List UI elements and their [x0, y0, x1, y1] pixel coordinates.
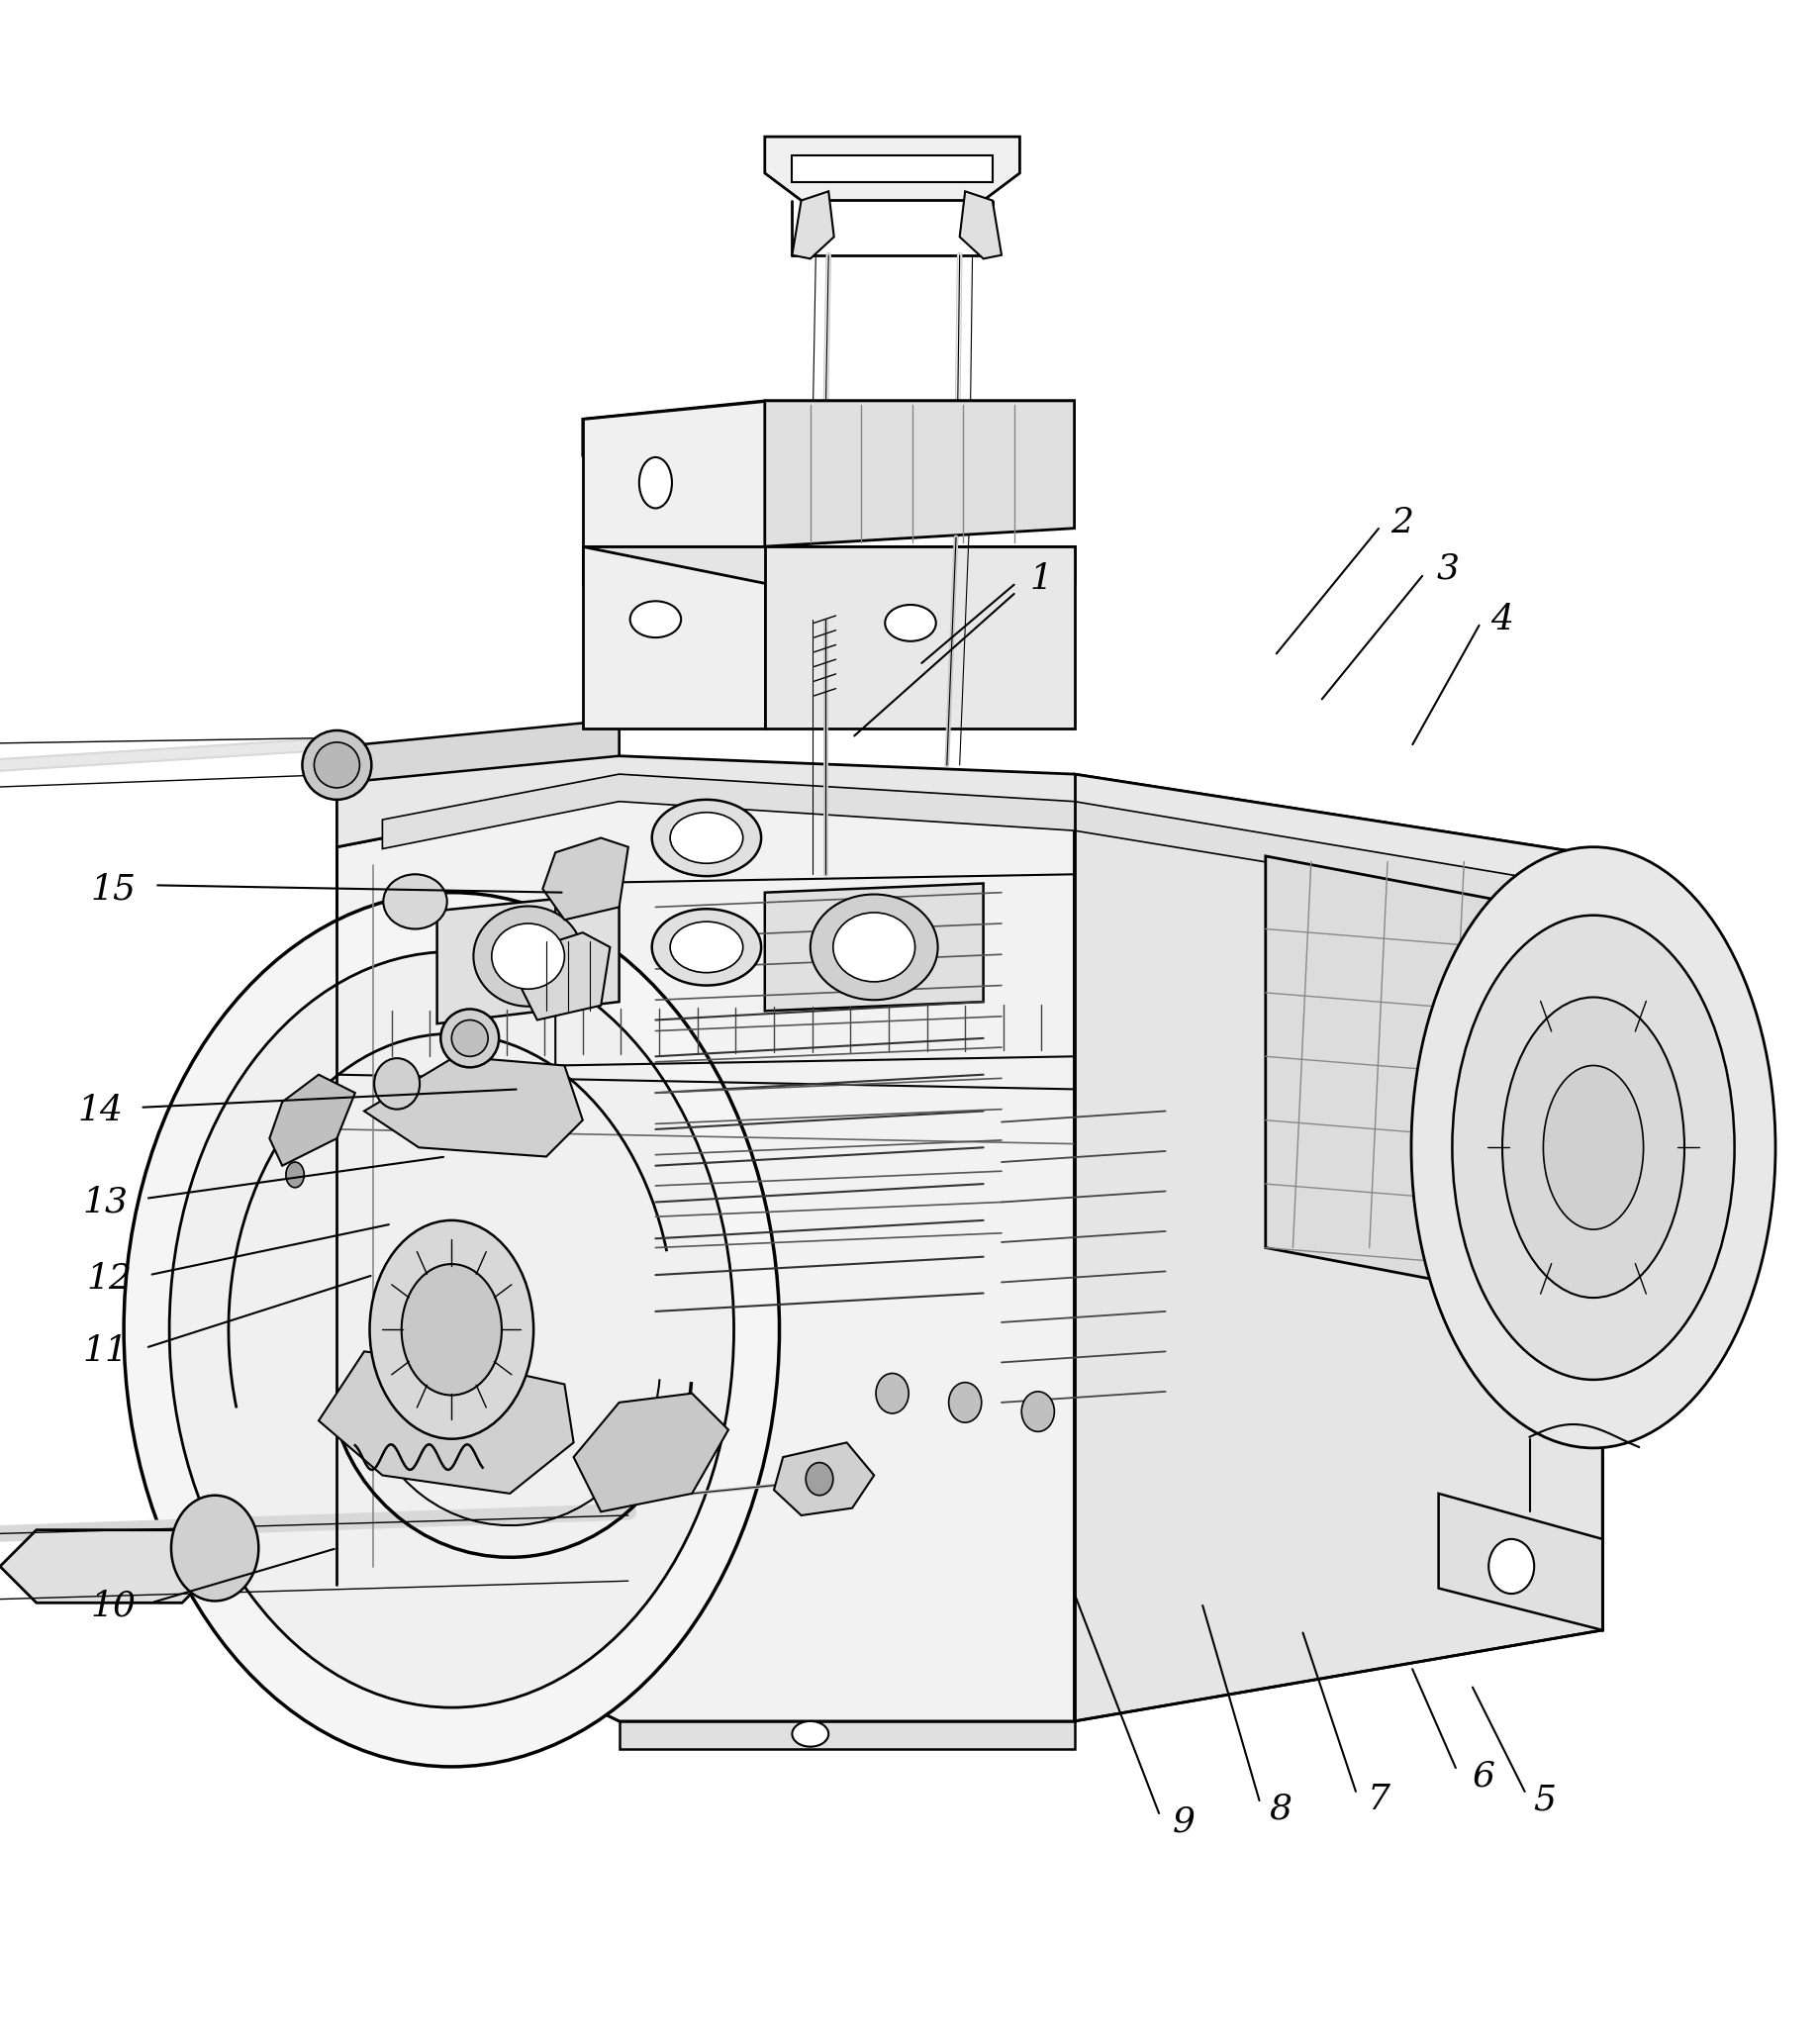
Ellipse shape — [286, 1163, 304, 1187]
Polygon shape — [582, 547, 1074, 583]
Polygon shape — [774, 1442, 874, 1516]
Ellipse shape — [1452, 916, 1733, 1379]
Ellipse shape — [473, 906, 582, 1006]
Ellipse shape — [451, 1020, 488, 1057]
Polygon shape — [337, 728, 1602, 894]
Text: 6: 6 — [1472, 1758, 1494, 1793]
Text: 2: 2 — [1390, 506, 1412, 541]
Text: 11: 11 — [84, 1334, 129, 1369]
Text: 12: 12 — [87, 1263, 133, 1295]
Text: 14: 14 — [76, 1093, 124, 1128]
Ellipse shape — [639, 457, 672, 508]
Polygon shape — [764, 400, 1074, 547]
Text: 13: 13 — [84, 1185, 129, 1220]
Ellipse shape — [670, 812, 743, 863]
Polygon shape — [1074, 773, 1602, 1722]
Text: 9: 9 — [1172, 1805, 1194, 1838]
Polygon shape — [582, 547, 764, 728]
Ellipse shape — [440, 1010, 499, 1067]
Ellipse shape — [375, 1059, 419, 1110]
Polygon shape — [1438, 1493, 1602, 1630]
Ellipse shape — [1502, 998, 1684, 1297]
Polygon shape — [619, 1722, 1074, 1748]
Polygon shape — [764, 137, 1019, 200]
Ellipse shape — [491, 924, 564, 989]
Polygon shape — [364, 1057, 582, 1157]
Polygon shape — [337, 792, 1074, 1722]
Text: 3: 3 — [1436, 551, 1458, 585]
Text: 15: 15 — [91, 871, 136, 906]
Ellipse shape — [1021, 1391, 1054, 1432]
Ellipse shape — [1543, 1065, 1642, 1230]
Polygon shape — [764, 547, 1074, 728]
Ellipse shape — [948, 1383, 981, 1422]
Ellipse shape — [834, 912, 914, 981]
Ellipse shape — [652, 910, 761, 985]
Ellipse shape — [302, 730, 371, 800]
Text: 5: 5 — [1532, 1783, 1554, 1816]
Ellipse shape — [630, 602, 681, 639]
Polygon shape — [382, 773, 1529, 906]
Ellipse shape — [315, 743, 360, 787]
Text: 8: 8 — [1269, 1791, 1290, 1826]
Ellipse shape — [885, 604, 935, 641]
Polygon shape — [0, 1530, 218, 1603]
Ellipse shape — [384, 875, 448, 928]
Text: 10: 10 — [91, 1589, 136, 1624]
Ellipse shape — [171, 1495, 258, 1601]
Polygon shape — [959, 192, 1001, 259]
Ellipse shape — [792, 1722, 828, 1746]
Ellipse shape — [1411, 847, 1775, 1448]
Text: 7: 7 — [1367, 1783, 1389, 1816]
Ellipse shape — [369, 1220, 533, 1438]
Text: 4: 4 — [1491, 602, 1512, 636]
Polygon shape — [337, 720, 619, 783]
Polygon shape — [582, 400, 764, 547]
Polygon shape — [318, 1350, 573, 1493]
Ellipse shape — [810, 894, 937, 1000]
Polygon shape — [573, 1393, 728, 1512]
Polygon shape — [542, 838, 628, 920]
Polygon shape — [792, 155, 992, 182]
Polygon shape — [582, 400, 1074, 455]
Ellipse shape — [1489, 1538, 1532, 1593]
Polygon shape — [764, 883, 983, 1012]
Polygon shape — [437, 894, 619, 1024]
Ellipse shape — [806, 1463, 834, 1495]
Polygon shape — [792, 192, 834, 259]
Polygon shape — [1265, 857, 1602, 1312]
Ellipse shape — [169, 953, 733, 1707]
Polygon shape — [269, 1075, 355, 1165]
Ellipse shape — [670, 922, 743, 973]
Ellipse shape — [875, 1373, 908, 1414]
Text: 1: 1 — [1030, 563, 1052, 596]
Ellipse shape — [652, 800, 761, 875]
Ellipse shape — [400, 1265, 502, 1395]
Polygon shape — [519, 932, 610, 1020]
Ellipse shape — [124, 894, 779, 1767]
